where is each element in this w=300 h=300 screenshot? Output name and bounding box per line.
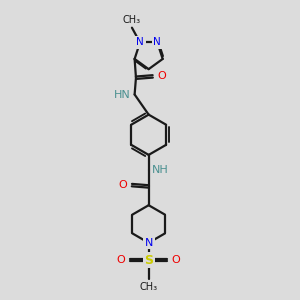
Text: O: O [117, 255, 125, 265]
Text: CH₃: CH₃ [123, 15, 141, 25]
Text: O: O [172, 255, 181, 265]
Text: S: S [144, 254, 153, 267]
Text: O: O [119, 180, 128, 190]
Text: N: N [136, 38, 144, 47]
Text: N: N [154, 38, 161, 47]
Text: NH: NH [152, 165, 169, 175]
Text: CH₃: CH₃ [140, 282, 158, 292]
Text: O: O [157, 71, 166, 81]
Text: HN: HN [114, 89, 131, 100]
Text: N: N [145, 238, 153, 248]
